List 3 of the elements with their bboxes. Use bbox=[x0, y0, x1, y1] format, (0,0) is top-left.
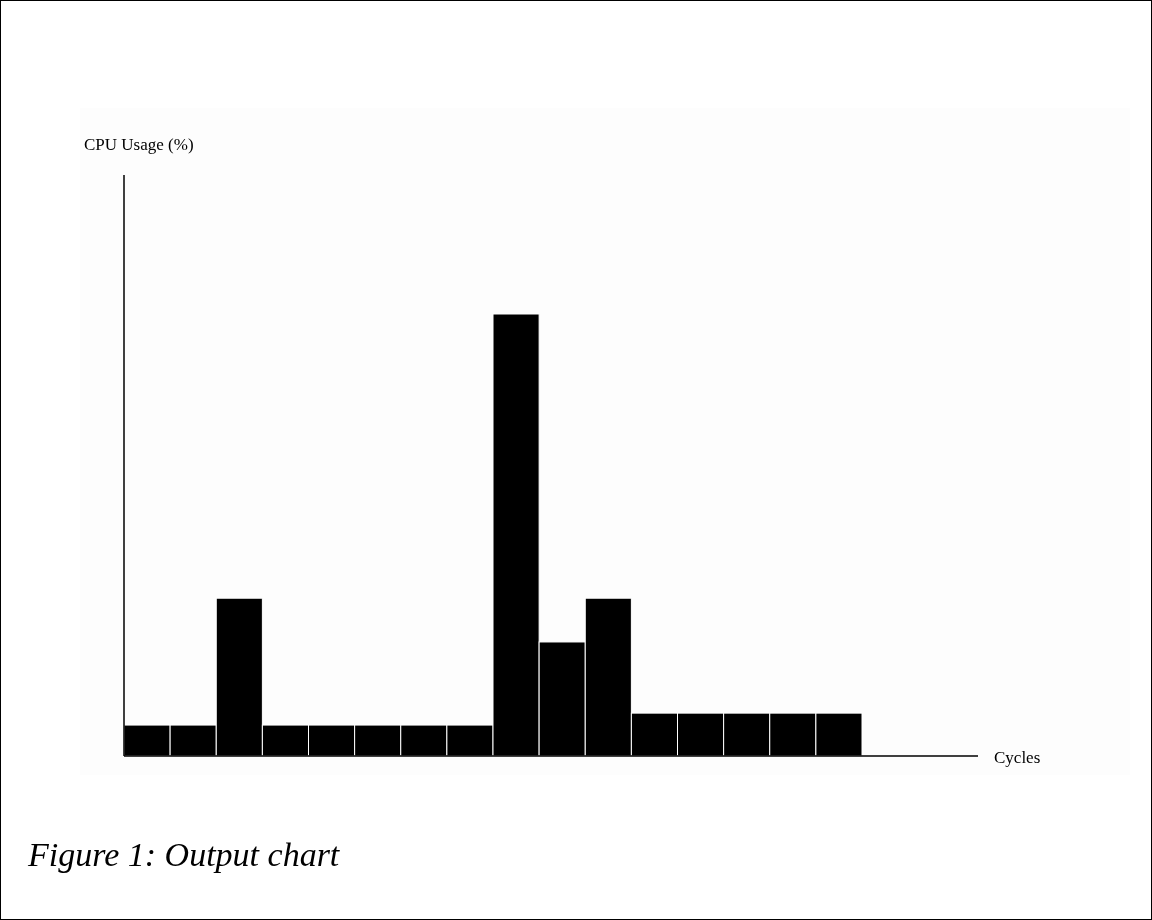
text: Cycles bbox=[994, 748, 1041, 767]
text: CPU Usage (%) bbox=[84, 135, 194, 154]
caption: Figure 1: Output chart bbox=[27, 836, 341, 873]
